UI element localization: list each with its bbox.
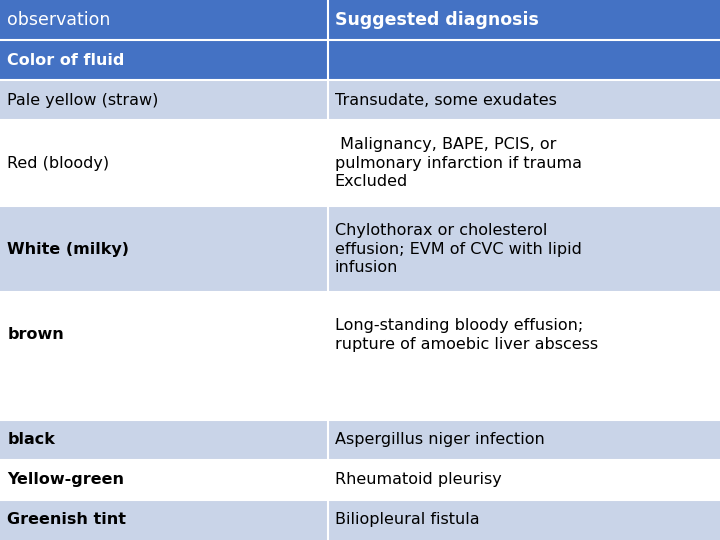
Bar xyxy=(328,420,720,460)
Text: Red (bloody): Red (bloody) xyxy=(7,156,109,171)
Bar xyxy=(0,80,328,120)
Bar xyxy=(0,500,328,540)
Text: Transudate, some exudates: Transudate, some exudates xyxy=(335,93,557,107)
Bar xyxy=(328,206,720,292)
Bar xyxy=(328,378,720,420)
Text: Yellow-green: Yellow-green xyxy=(7,472,125,488)
Bar xyxy=(328,120,720,206)
Bar xyxy=(0,378,328,420)
Text: black: black xyxy=(7,433,55,447)
Bar xyxy=(328,500,720,540)
Bar xyxy=(328,292,720,378)
Bar xyxy=(328,80,720,120)
Bar xyxy=(328,460,720,500)
Bar xyxy=(0,40,328,80)
Text: observation: observation xyxy=(7,11,111,29)
Bar xyxy=(0,420,328,460)
Text: brown: brown xyxy=(7,327,64,342)
Bar xyxy=(0,292,328,378)
Text: Greenish tint: Greenish tint xyxy=(7,512,126,528)
Text: Color of fluid: Color of fluid xyxy=(7,52,125,68)
Text: Suggested diagnosis: Suggested diagnosis xyxy=(335,11,539,29)
Bar xyxy=(0,206,328,292)
Text: Pale yellow (straw): Pale yellow (straw) xyxy=(7,93,158,107)
Text: Biliopleural fistula: Biliopleural fistula xyxy=(335,512,480,528)
Bar xyxy=(0,120,328,206)
Bar xyxy=(328,0,720,40)
Bar xyxy=(328,40,720,80)
Text: White (milky): White (milky) xyxy=(7,241,129,256)
Bar xyxy=(0,460,328,500)
Text: Chylothorax or cholesterol
effusion; EVM of CVC with lipid
infusion: Chylothorax or cholesterol effusion; EVM… xyxy=(335,223,582,275)
Text: Malignancy, BAPE, PCIS, or
pulmonary infarction if trauma
Excluded: Malignancy, BAPE, PCIS, or pulmonary inf… xyxy=(335,137,582,189)
Text: Long-standing bloody effusion;
rupture of amoebic liver abscess: Long-standing bloody effusion; rupture o… xyxy=(335,318,598,352)
Bar xyxy=(0,0,328,40)
Text: Rheumatoid pleurisy: Rheumatoid pleurisy xyxy=(335,472,502,488)
Text: Aspergillus niger infection: Aspergillus niger infection xyxy=(335,433,544,447)
